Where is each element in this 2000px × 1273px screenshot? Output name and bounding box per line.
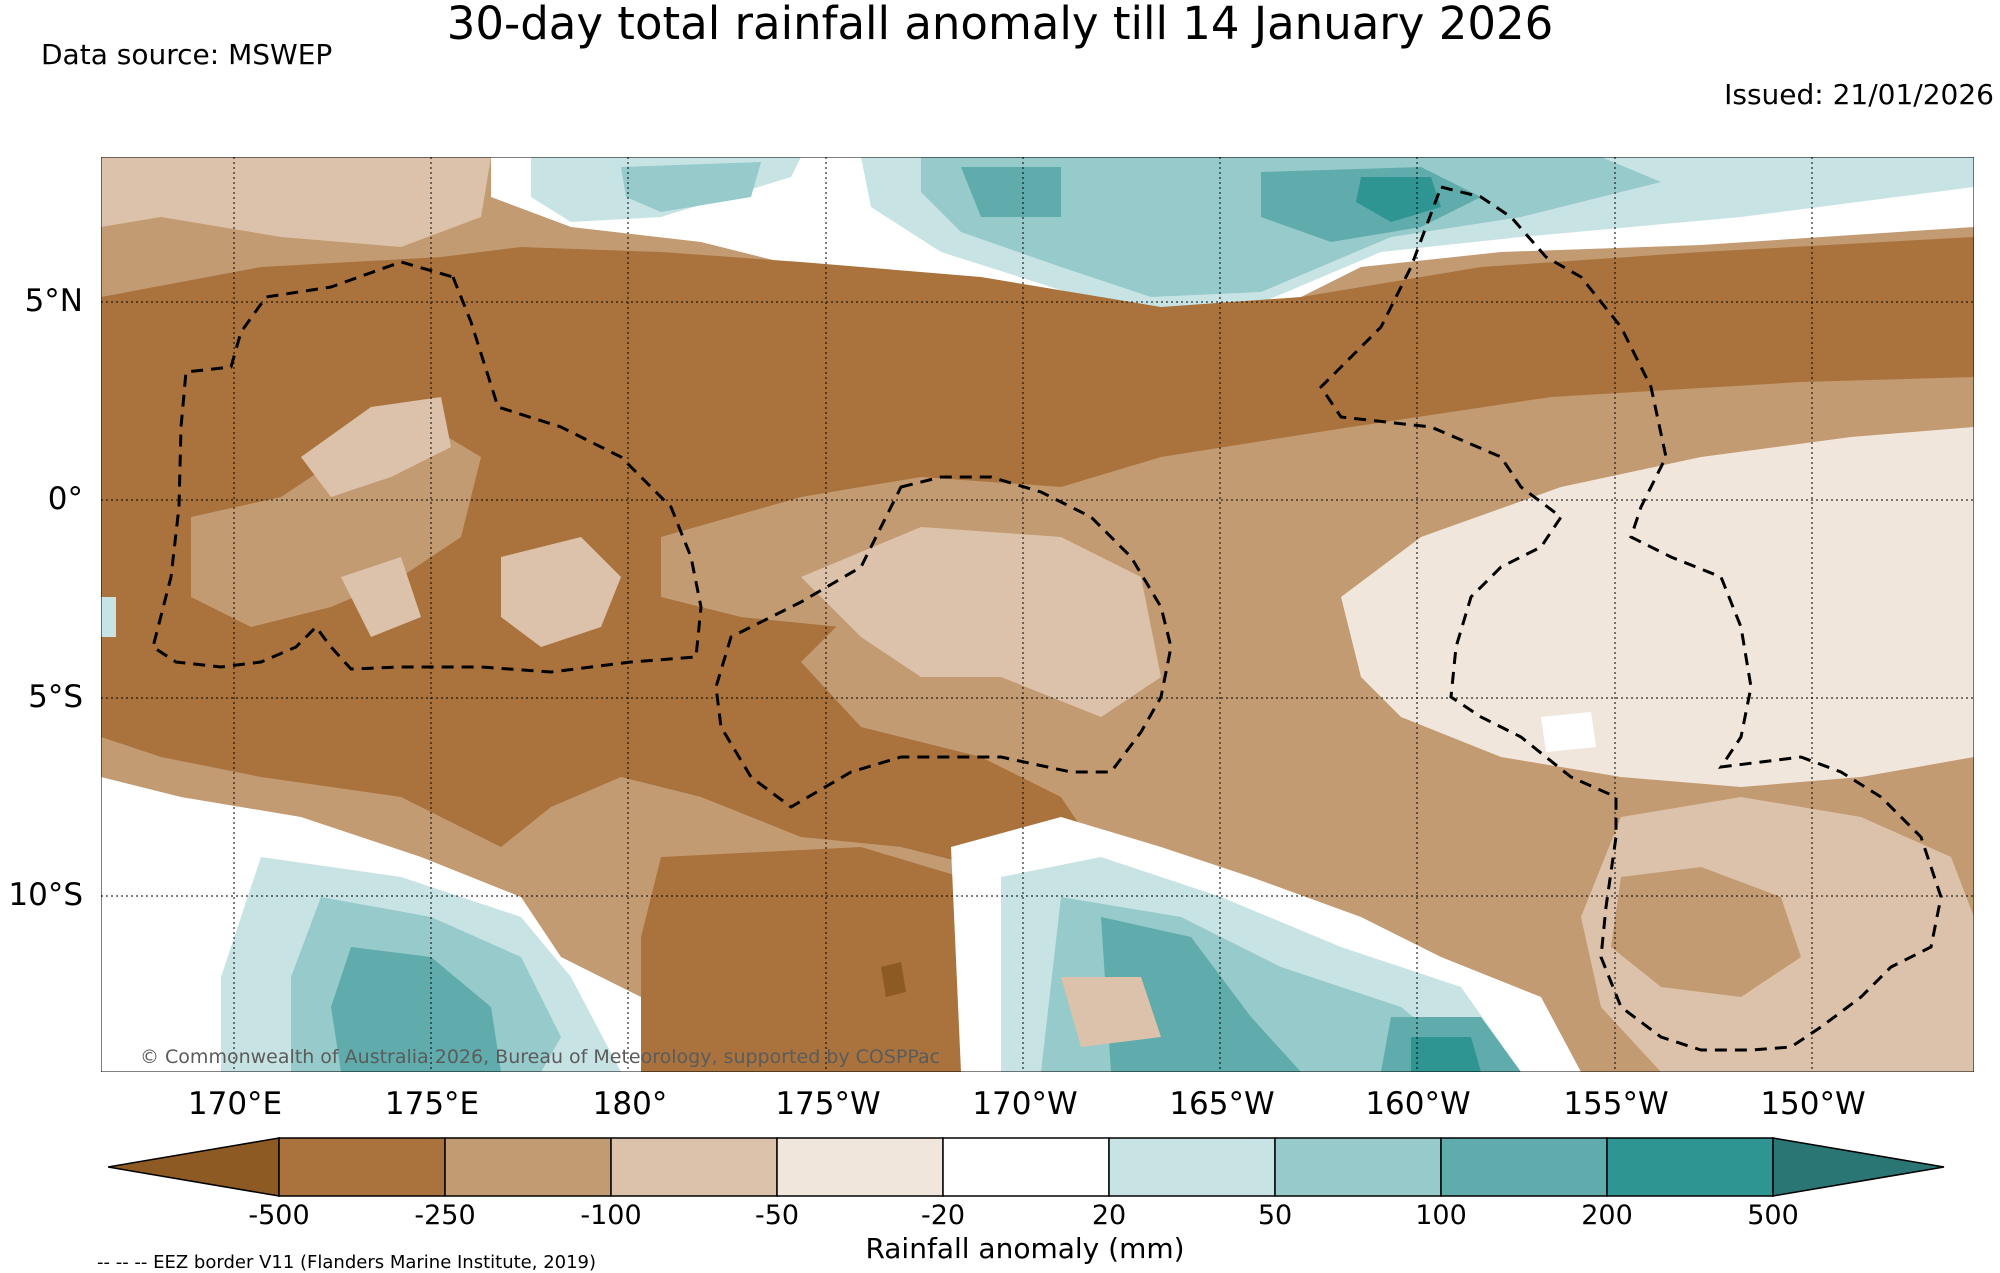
colorbar-bin-5	[942, 1137, 1110, 1197]
data-source-label: Data source: MSWEP	[41, 38, 333, 71]
issued-date: Issued: 21/01/2026	[1724, 78, 1994, 111]
colorbar-tick-label: -500	[248, 1200, 310, 1231]
rain-region-west-lighter-2	[341, 557, 421, 637]
colorbar-tick-label: -20	[920, 1200, 966, 1231]
eez-border-phoenix	[714, 475, 1173, 809]
colorbar-tick-label: 200	[1581, 1200, 1633, 1231]
colorbar-tick-label: -100	[580, 1200, 642, 1231]
rain-region-southwest-dark	[331, 947, 501, 1072]
rain-region-east-pale	[1341, 427, 1974, 787]
colorbar-tick-label: -250	[414, 1200, 476, 1231]
colorbar-title: Rainfall anomaly (mm)	[865, 1232, 1185, 1265]
lon-label-175e: 175°E	[384, 1086, 480, 1122]
eez-borders	[151, 185, 1943, 1052]
lon-label-170w: 170°W	[972, 1086, 1078, 1122]
colorbar-tick-label: 20	[1091, 1200, 1127, 1231]
map-gridlines	[101, 157, 1974, 1072]
rain-region-south-dry-spot	[881, 962, 906, 997]
eez-border-line-islands	[1319, 185, 1943, 1052]
lat-label-0: 0°	[47, 481, 83, 517]
colorbar	[108, 1137, 1945, 1197]
lon-label-150w: 150°W	[1760, 1086, 1866, 1122]
rain-region-west-lighter	[301, 397, 451, 497]
colorbar-bin-6	[1108, 1137, 1276, 1197]
lon-label-155w: 155°W	[1563, 1086, 1669, 1122]
rain-region-south-central-tan	[1061, 977, 1161, 1047]
lon-label-165w: 165°W	[1169, 1086, 1275, 1122]
colorbar-bin-8	[1440, 1137, 1608, 1197]
lat-label-10s: 10°S	[8, 877, 83, 913]
lat-label-5n: 5°N	[24, 283, 83, 319]
rain-region-west-lighter-3	[501, 537, 621, 647]
lon-label-160w: 160°W	[1365, 1086, 1471, 1122]
rain-region-east-white-spot	[1541, 712, 1596, 752]
lon-label-180: 180°	[592, 1086, 668, 1122]
colorbar-bin-7	[1274, 1137, 1442, 1197]
colorbar-tick-label: 50	[1257, 1200, 1293, 1231]
rain-region-north-darker	[1356, 177, 1441, 222]
colorbar-tick-label: 500	[1747, 1200, 1799, 1231]
rain-region-west-tan	[191, 427, 481, 627]
chart-title: 30-day total rainfall anomaly till 14 Ja…	[446, 0, 1554, 50]
colorbar-bin-1	[278, 1137, 446, 1197]
lat-label-5s: 5°S	[28, 679, 83, 715]
lon-label-170e: 170°E	[187, 1086, 283, 1122]
colorbar-extend-high	[1772, 1137, 1945, 1197]
rain-region-north-mid	[621, 162, 761, 212]
rain-region-southeast-dry	[1611, 867, 1801, 997]
colorbar-bin-3	[610, 1137, 778, 1197]
colorbar-bin-2	[444, 1137, 612, 1197]
rain-region-central-dry	[101, 237, 1974, 872]
rain-region-south-dry-tongue	[641, 847, 981, 1072]
eez-border-kiribati-gilberts	[151, 260, 703, 674]
lon-label-175w: 175°W	[775, 1086, 881, 1122]
colorbar-tick-label: -50	[754, 1200, 800, 1231]
colorbar-bin-9	[1606, 1137, 1774, 1197]
rain-region-north-dark-3	[961, 167, 1061, 217]
colorbar-extend-low	[108, 1137, 280, 1197]
colorbar-bin-4	[776, 1137, 944, 1197]
rain-region-northwest-tan	[101, 157, 491, 247]
rain-region-center-lighter	[801, 527, 1161, 717]
colorbar-tick-label: 100	[1415, 1200, 1467, 1231]
rain-region-west-edge-light	[101, 597, 116, 637]
rainfall-map	[101, 157, 1974, 1072]
copyright-notice: © Commonwealth of Australia 2026, Bureau…	[140, 1046, 941, 1068]
rain-region-south-central-darker	[1411, 1037, 1481, 1072]
eez-legend-note: -- -- -- EEZ border V11 (Flanders Marine…	[97, 1252, 597, 1273]
